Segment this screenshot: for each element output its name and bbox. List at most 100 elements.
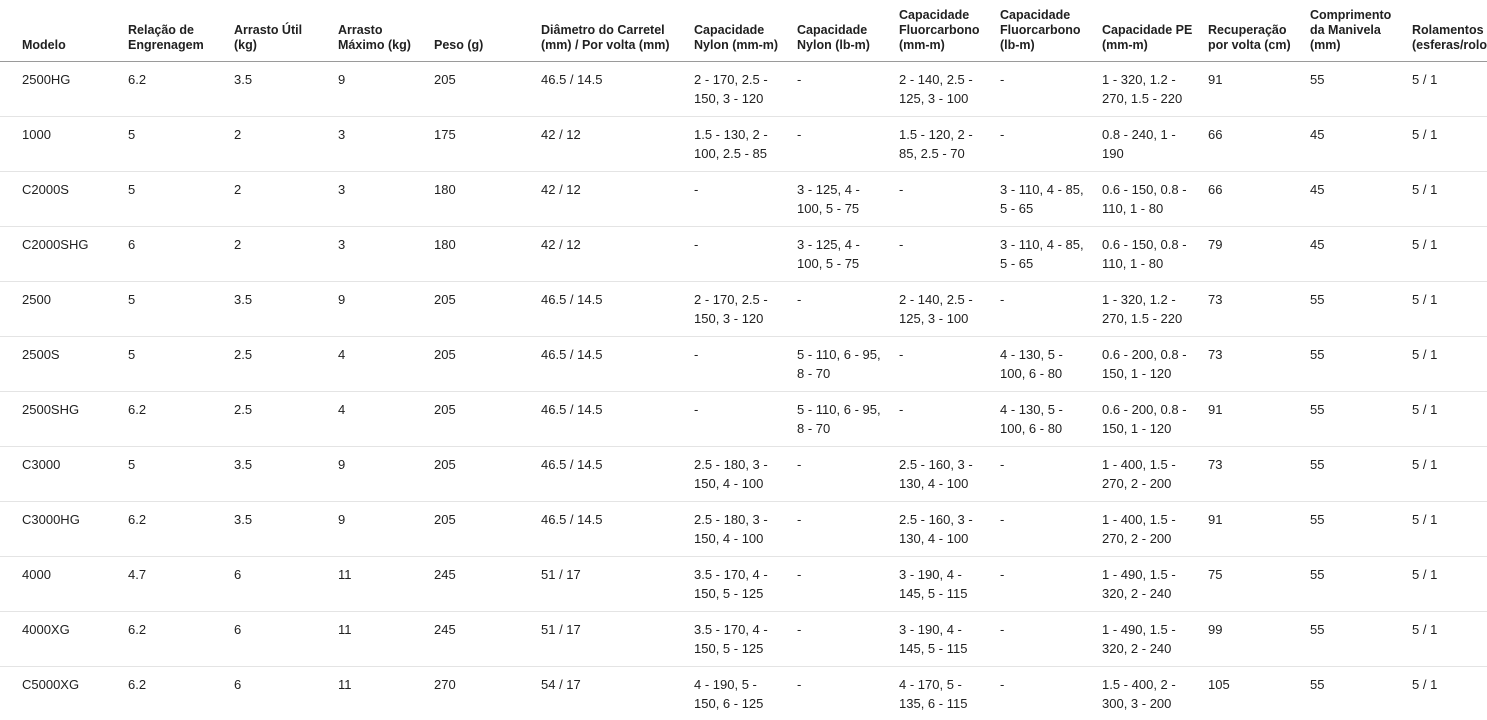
table-cell: 5 / 1 xyxy=(1412,446,1487,502)
table-cell: 3 - 190, 4 - 145, 5 - 115 xyxy=(899,556,1000,612)
table-cell: 73 xyxy=(1208,446,1310,502)
table-cell: 3.5 xyxy=(234,446,338,502)
table-cell: 245 xyxy=(434,556,541,612)
model-cell: C5000XG xyxy=(0,666,128,720)
table-cell: 4 xyxy=(338,391,434,447)
table-cell: 6 xyxy=(234,666,338,720)
table-cell: 73 xyxy=(1208,336,1310,392)
table-cell: 3.5 xyxy=(234,501,338,557)
table-cell: 51 / 17 xyxy=(541,556,694,612)
table-cell: 45 xyxy=(1310,171,1412,227)
table-cell: 6 xyxy=(234,611,338,667)
table-cell: 3 - 125, 4 - 100, 5 - 75 xyxy=(797,226,899,282)
table-cell: 1.5 - 400, 2 - 300, 3 - 200 xyxy=(1102,666,1208,720)
table-cell: 4 - 190, 5 - 150, 6 - 125 xyxy=(694,666,797,720)
table-cell: 46.5 / 14.5 xyxy=(541,61,694,117)
table-cell: 270 xyxy=(434,666,541,720)
table-cell: - xyxy=(797,611,899,667)
table-cell: - xyxy=(1000,611,1102,667)
table-cell: 3 - 110, 4 - 85, 5 - 65 xyxy=(1000,171,1102,227)
table-cell: 205 xyxy=(434,281,541,337)
table-cell: 245 xyxy=(434,611,541,667)
table-cell: 9 xyxy=(338,281,434,337)
table-row: C2000S 5 2 3 180 42 / 12-3 - 125, 4 - 100, 5 … xyxy=(0,171,1487,227)
table-cell: 6 xyxy=(128,226,234,282)
model-cell: C2000SHG xyxy=(0,226,128,282)
table-cell: 55 xyxy=(1310,61,1412,117)
table-cell: 42 / 12 xyxy=(541,226,694,282)
table-cell: 75 xyxy=(1208,556,1310,612)
table-cell: 45 xyxy=(1310,226,1412,282)
table-cell: 2.5 - 180, 3 - 150, 4 - 100 xyxy=(694,501,797,557)
column-header: Capacidade Fluorcarbono (mm-m) xyxy=(899,0,1000,62)
table-row: C2000SHG 6 2 3 180 42 / 12-3 - 125, 4 - 100, … xyxy=(0,226,1487,282)
table-cell: 5 xyxy=(128,116,234,172)
table-cell: 175 xyxy=(434,116,541,172)
table-cell: 205 xyxy=(434,446,541,502)
table-cell: 54 / 17 xyxy=(541,666,694,720)
table-cell: 1 - 490, 1.5 - 320, 2 - 240 xyxy=(1102,556,1208,612)
table-cell: 11 xyxy=(338,556,434,612)
table-cell: 5 / 1 xyxy=(1412,391,1487,447)
table-cell: 205 xyxy=(434,501,541,557)
table-cell: 2.5 xyxy=(234,391,338,447)
table-cell: 4 xyxy=(338,336,434,392)
table-cell: 3 xyxy=(338,171,434,227)
column-header: Rolamentos (esferas/rolos) xyxy=(1412,0,1487,62)
table-cell: 3 - 110, 4 - 85, 5 - 65 xyxy=(1000,226,1102,282)
table-cell: 9 xyxy=(338,61,434,117)
table-cell: 3 xyxy=(338,226,434,282)
table-cell: - xyxy=(899,226,1000,282)
table-cell: 2 xyxy=(234,116,338,172)
table-cell: 2 - 170, 2.5 - 150, 3 - 120 xyxy=(694,61,797,117)
table-cell: 2 xyxy=(234,171,338,227)
table-cell: 5 xyxy=(128,336,234,392)
header-row: Modelo Relação de Engrenagem Arrasto Útil … xyxy=(0,0,1487,62)
column-header: Diâmetro do Carretel (mm) / Por volta (m… xyxy=(541,0,694,62)
table-cell: 73 xyxy=(1208,281,1310,337)
table-cell: 11 xyxy=(338,666,434,720)
table-cell: 3 - 125, 4 - 100, 5 - 75 xyxy=(797,171,899,227)
model-cell: 2500S xyxy=(0,336,128,392)
table-cell: 0.6 - 150, 0.8 - 110, 1 - 80 xyxy=(1102,171,1208,227)
table-cell: - xyxy=(899,391,1000,447)
table-cell: 0.6 - 150, 0.8 - 110, 1 - 80 xyxy=(1102,226,1208,282)
table-cell: - xyxy=(1000,666,1102,720)
table-cell: 0.6 - 200, 0.8 - 150, 1 - 120 xyxy=(1102,391,1208,447)
table-cell: - xyxy=(797,116,899,172)
model-cell: 4000 xyxy=(0,556,128,612)
table-cell: 1 - 320, 1.2 - 270, 1.5 - 220 xyxy=(1102,281,1208,337)
table-header: Modelo Relação de Engrenagem Arrasto Útil … xyxy=(0,0,1487,62)
table-cell: 6 xyxy=(234,556,338,612)
table-cell: 55 xyxy=(1310,501,1412,557)
table-cell: - xyxy=(1000,556,1102,612)
model-cell: 2500SHG xyxy=(0,391,128,447)
model-cell: C2000S xyxy=(0,171,128,227)
table-cell: 205 xyxy=(434,391,541,447)
column-header: Arrasto Máximo (kg) xyxy=(338,0,434,62)
table-cell: 180 xyxy=(434,226,541,282)
table-cell: - xyxy=(694,391,797,447)
table-cell: 55 xyxy=(1310,666,1412,720)
table-row: C3000HG 6.2 3.5 9 205 46.5 / 14.5 2.5 - 180, 3… xyxy=(0,501,1487,557)
table-cell: 6.2 xyxy=(128,501,234,557)
table-cell: 2 - 140, 2.5 - 125, 3 - 100 xyxy=(899,61,1000,117)
table-cell: 180 xyxy=(434,171,541,227)
table-cell: 1.5 - 130, 2 - 100, 2.5 - 85 xyxy=(694,116,797,172)
table-cell: - xyxy=(797,666,899,720)
table-cell: - xyxy=(1000,501,1102,557)
table-cell: 0.8 - 240, 1 - 190 xyxy=(1102,116,1208,172)
table-cell: 1.5 - 120, 2 - 85, 2.5 - 70 xyxy=(899,116,1000,172)
table-row: 2500S 5 2.5 4 205 46.5 / 14.5-5 - 110, 6 - 95… xyxy=(0,336,1487,392)
table-row: 1000 5 2 3 175 42 / 12 1.5 - 130, 2 - 100, 2.5… xyxy=(0,116,1487,172)
table-cell: 1 - 490, 1.5 - 320, 2 - 240 xyxy=(1102,611,1208,667)
model-cell: C3000 xyxy=(0,446,128,502)
table-cell: 0.6 - 200, 0.8 - 150, 1 - 120 xyxy=(1102,336,1208,392)
column-header: Comprimento da Manivela (mm) xyxy=(1310,0,1412,62)
table-cell: 5 xyxy=(128,171,234,227)
table-cell: - xyxy=(1000,446,1102,502)
table-body: 2500HG 6.2 3.5 9 205 46.5 / 14.5 2 - 170, 2.5 … xyxy=(0,61,1487,720)
table-cell: 4 - 170, 5 - 135, 6 - 115 xyxy=(899,666,1000,720)
table-cell: 46.5 / 14.5 xyxy=(541,446,694,502)
